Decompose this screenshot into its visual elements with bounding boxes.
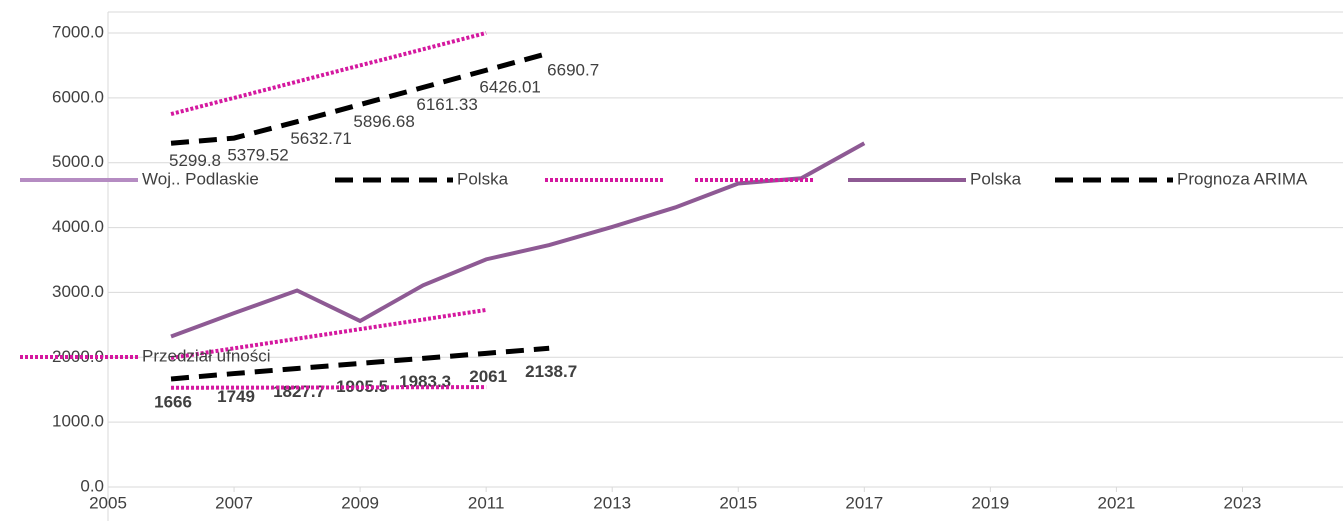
series-line [170, 50, 550, 146]
data-label: 5632.71 [290, 129, 351, 148]
data-label: 2138.7 [525, 362, 577, 381]
data-label: 5299.8 [169, 151, 221, 170]
data-label: 5896.68 [353, 112, 414, 131]
data-label: 1666 [154, 392, 192, 411]
legend-label: Woj.. Podlaskie [142, 169, 259, 188]
y-tick-label: 4000.0 [52, 217, 104, 236]
x-tick-label: 2017 [845, 493, 883, 512]
x-tick-label: 2009 [341, 493, 379, 512]
data-label: 1749 [217, 387, 255, 406]
x-tick-label: 2007 [215, 493, 253, 512]
legend-label: Polska [457, 169, 509, 188]
data-label: 5379.52 [227, 146, 288, 165]
y-tick-label: 3000.0 [52, 282, 104, 301]
series-line [170, 307, 487, 360]
legend-label: Prognoza ARIMA [1177, 169, 1308, 188]
x-tick-label: 2023 [1224, 493, 1262, 512]
series-line [170, 141, 866, 339]
y-tick-label: 6000.0 [52, 87, 104, 106]
x-tick-label: 2011 [468, 493, 505, 512]
data-label: 1827.7 [273, 382, 325, 401]
data-label: 6690.7 [547, 61, 599, 80]
series-line [170, 31, 487, 117]
x-tick-label: 2013 [593, 493, 631, 512]
x-tick-label: 2021 [1097, 493, 1135, 512]
y-tick-label: 5000.0 [52, 152, 104, 171]
data-label: 2061 [469, 367, 507, 386]
data-label: 6161.33 [416, 95, 477, 114]
y-tick-label: 7000.0 [52, 22, 104, 41]
x-tick-label: 2019 [971, 493, 1009, 512]
series-line [170, 345, 550, 382]
legend-label: Przedział ufności [142, 346, 271, 365]
y-tick-label: 1000.0 [52, 412, 104, 431]
x-tick-label: 2015 [719, 493, 757, 512]
y-tick-label: 0.0 [80, 476, 104, 495]
series-line [171, 385, 487, 390]
x-tick-label: 2005 [89, 493, 127, 512]
legend-label: Polska [970, 169, 1022, 188]
data-label: 6426.01 [479, 78, 540, 97]
